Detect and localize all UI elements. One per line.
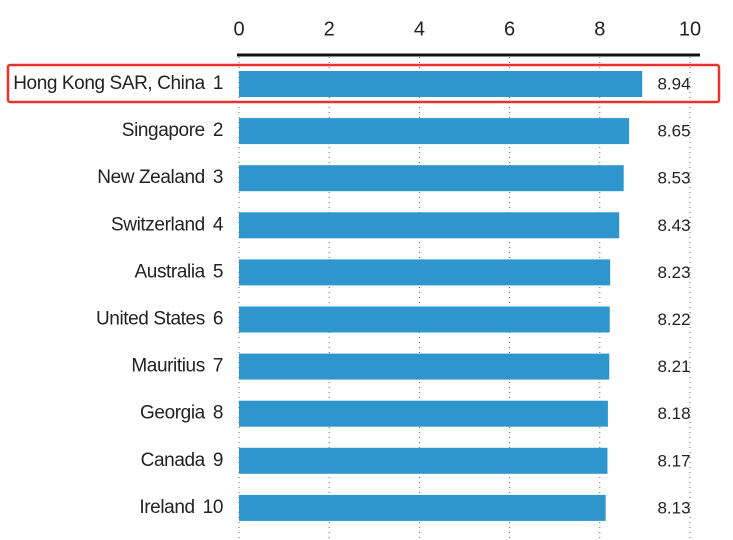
value-label: 8.17 bbox=[657, 451, 690, 470]
category-label: Georgia 8 bbox=[140, 403, 223, 424]
bar bbox=[239, 118, 630, 145]
value-label: 8.43 bbox=[657, 216, 690, 235]
country-name: United States bbox=[96, 309, 205, 330]
value-label: 8.18 bbox=[657, 404, 690, 423]
x-tick-label: 2 bbox=[324, 18, 335, 40]
category-label: Canada 9 bbox=[141, 450, 223, 471]
bar bbox=[239, 447, 608, 474]
x-tick-label: 8 bbox=[594, 18, 605, 40]
highlight-box bbox=[6, 63, 721, 104]
x-tick-label: 4 bbox=[414, 18, 425, 40]
category-label: Mauritius 7 bbox=[131, 356, 223, 377]
country-name: New Zealand bbox=[97, 167, 205, 188]
category-label: Switzerland 4 bbox=[111, 214, 224, 235]
value-label: 8.23 bbox=[657, 263, 690, 282]
rank: 5 bbox=[213, 261, 223, 282]
rank: 6 bbox=[213, 309, 223, 330]
rank: 3 bbox=[213, 167, 223, 188]
country-name: Australia bbox=[135, 261, 206, 282]
value-label: 8.21 bbox=[657, 357, 690, 376]
value-label: 8.22 bbox=[657, 310, 690, 329]
bar bbox=[239, 259, 611, 286]
rank: 1 bbox=[213, 73, 223, 94]
bar bbox=[239, 165, 624, 192]
x-tick-label: 6 bbox=[504, 18, 515, 40]
country-name: Canada bbox=[141, 450, 206, 471]
value-label: 8.94 bbox=[657, 74, 690, 93]
rank: 7 bbox=[213, 356, 223, 377]
rank: 4 bbox=[213, 214, 224, 235]
country-name: Singapore bbox=[122, 120, 205, 141]
country-name: Mauritius bbox=[131, 356, 204, 377]
bar bbox=[239, 306, 610, 333]
country-name: Georgia bbox=[140, 403, 206, 424]
bar bbox=[239, 494, 606, 521]
category-label: Singapore 2 bbox=[122, 120, 223, 141]
category-label: United States 6 bbox=[96, 309, 223, 330]
bar bbox=[239, 353, 610, 380]
country-name: Ireland bbox=[139, 497, 194, 518]
category-label: Australia 5 bbox=[135, 261, 224, 282]
value-label: 8.65 bbox=[657, 122, 690, 141]
category-label: New Zealand 3 bbox=[97, 167, 223, 188]
bar bbox=[239, 212, 620, 239]
x-tick-label: 0 bbox=[233, 18, 244, 40]
bar bbox=[239, 71, 643, 97]
rank: 2 bbox=[213, 120, 223, 141]
rank: 10 bbox=[203, 497, 223, 518]
rank: 9 bbox=[213, 450, 223, 471]
country-name: Hong Kong SAR, China bbox=[13, 73, 205, 94]
value-label: 8.13 bbox=[657, 498, 690, 517]
bar bbox=[239, 400, 608, 427]
category-label: Hong Kong SAR, China 1 bbox=[13, 73, 223, 94]
rank: 8 bbox=[213, 403, 223, 424]
country-name: Switzerland bbox=[111, 214, 205, 235]
category-label: Ireland 10 bbox=[139, 497, 223, 518]
value-label: 8.53 bbox=[657, 169, 690, 188]
x-tick-label: 10 bbox=[679, 18, 701, 40]
